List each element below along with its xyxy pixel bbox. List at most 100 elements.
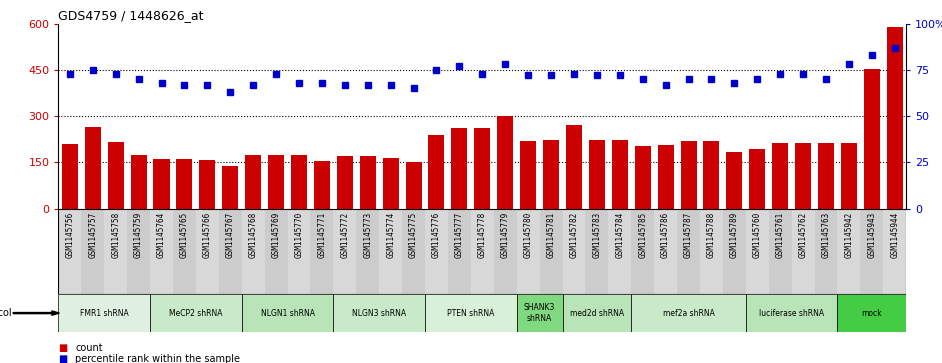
Bar [287, 209, 311, 294]
Text: SHANK3
shRNA: SHANK3 shRNA [524, 303, 555, 323]
Bar [841, 143, 857, 209]
Bar [150, 209, 173, 294]
Text: GSM1145763: GSM1145763 [821, 211, 831, 257]
Text: GSM1145789: GSM1145789 [730, 211, 739, 257]
Bar [200, 160, 216, 209]
Bar [337, 156, 353, 209]
Bar [631, 209, 654, 294]
Bar [176, 159, 192, 209]
Bar [540, 209, 562, 294]
Text: GSM1145780: GSM1145780 [524, 211, 532, 257]
Text: GSM1145767: GSM1145767 [226, 211, 235, 257]
Bar [860, 209, 884, 294]
Bar [265, 209, 287, 294]
Bar [677, 209, 700, 294]
Bar [196, 209, 219, 294]
Text: GSM1145782: GSM1145782 [570, 211, 578, 257]
Bar [154, 159, 170, 209]
Bar [356, 209, 380, 294]
Bar [749, 149, 765, 209]
Bar [429, 135, 445, 209]
Bar [311, 209, 333, 294]
Text: GSM1145942: GSM1145942 [844, 211, 853, 257]
Text: GSM1145768: GSM1145768 [249, 211, 258, 257]
Text: mef2a shRNA: mef2a shRNA [662, 309, 714, 318]
Bar [611, 140, 627, 209]
Bar [173, 209, 196, 294]
Bar [451, 127, 467, 209]
Bar [837, 294, 906, 332]
Text: GSM1145785: GSM1145785 [638, 211, 647, 257]
Bar [562, 294, 631, 332]
Bar [105, 209, 127, 294]
Bar [704, 142, 720, 209]
Bar [680, 142, 696, 209]
Bar [219, 209, 242, 294]
Bar [291, 155, 307, 209]
Bar [543, 140, 559, 209]
Text: FMR1 shRNA: FMR1 shRNA [80, 309, 129, 318]
Text: GSM1145773: GSM1145773 [364, 211, 372, 257]
Text: GSM1145758: GSM1145758 [111, 211, 121, 257]
Bar [474, 127, 491, 209]
Bar [497, 115, 513, 209]
Bar [333, 209, 356, 294]
Bar [222, 166, 238, 209]
Text: GSM1145775: GSM1145775 [409, 211, 418, 257]
Bar [746, 294, 837, 332]
Bar [746, 209, 769, 294]
Bar [795, 143, 811, 209]
Bar [631, 294, 746, 332]
Bar [471, 209, 494, 294]
Bar [815, 209, 837, 294]
Text: GSM1145771: GSM1145771 [317, 211, 327, 257]
Bar [886, 26, 902, 209]
Bar [516, 209, 540, 294]
Text: GSM1145788: GSM1145788 [706, 211, 716, 257]
Text: GSM1145765: GSM1145765 [180, 211, 189, 257]
Text: GSM1145943: GSM1145943 [868, 211, 876, 257]
Text: mock: mock [862, 309, 882, 318]
Bar [360, 156, 376, 209]
Bar [566, 125, 582, 209]
Bar [58, 294, 150, 332]
Text: GSM1145779: GSM1145779 [501, 211, 510, 257]
Text: GSM1145760: GSM1145760 [753, 211, 762, 257]
Bar [127, 209, 150, 294]
Bar [818, 143, 834, 209]
Text: GSM1145776: GSM1145776 [432, 211, 441, 257]
Text: luciferase shRNA: luciferase shRNA [759, 309, 824, 318]
Bar [654, 209, 677, 294]
Text: protocol: protocol [0, 308, 12, 318]
Bar [864, 69, 880, 209]
Bar [62, 144, 78, 209]
Bar [85, 127, 101, 209]
Text: GSM1145778: GSM1145778 [478, 211, 487, 257]
Text: GSM1145774: GSM1145774 [386, 211, 395, 257]
Bar [406, 162, 422, 209]
Bar [380, 209, 402, 294]
Text: GSM1145761: GSM1145761 [775, 211, 785, 257]
Text: percentile rank within the sample: percentile rank within the sample [75, 354, 240, 363]
Bar [658, 144, 674, 209]
Bar [402, 209, 425, 294]
Bar [242, 209, 265, 294]
Text: GSM1145772: GSM1145772 [340, 211, 349, 257]
Text: GSM1145770: GSM1145770 [295, 211, 303, 257]
Text: NLGN1 shRNA: NLGN1 shRNA [261, 309, 315, 318]
Text: GSM1145781: GSM1145781 [546, 211, 556, 257]
Bar [245, 155, 261, 209]
Bar [131, 155, 147, 209]
Bar [81, 209, 105, 294]
Bar [837, 209, 860, 294]
Bar [791, 209, 815, 294]
Bar [772, 143, 788, 209]
Text: GSM1145769: GSM1145769 [271, 211, 281, 257]
Bar [520, 142, 536, 209]
Text: GDS4759 / 1448626_at: GDS4759 / 1448626_at [58, 9, 203, 23]
Text: GSM1145944: GSM1145944 [890, 211, 900, 257]
Text: GSM1145766: GSM1145766 [203, 211, 212, 257]
Bar [58, 209, 81, 294]
Bar [448, 209, 471, 294]
Text: GSM1145777: GSM1145777 [455, 211, 463, 257]
